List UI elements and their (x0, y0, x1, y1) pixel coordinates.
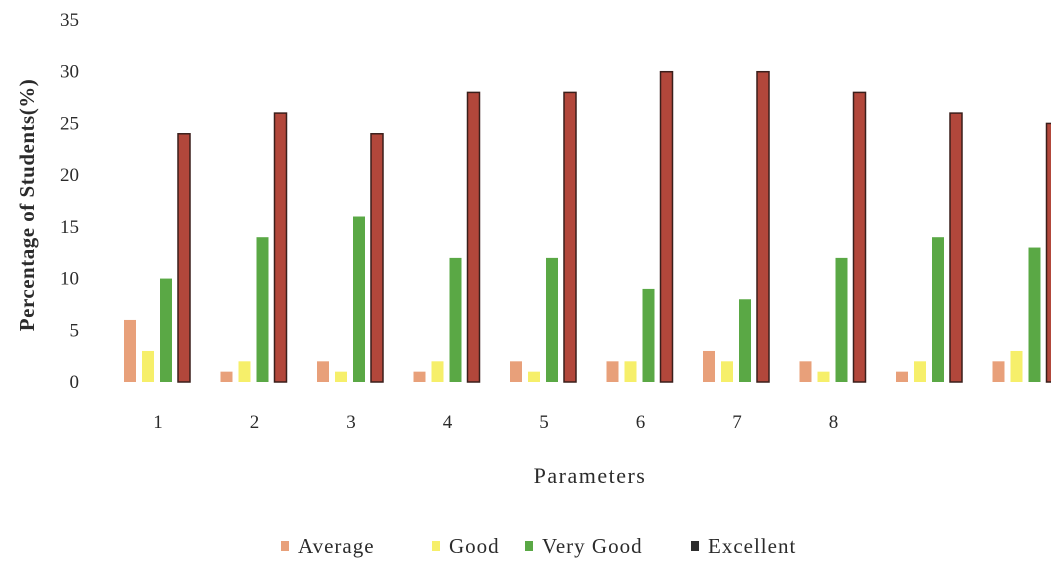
bar-average (992, 361, 1005, 382)
bar-very-good (835, 257, 848, 382)
bar-very-good (739, 299, 751, 382)
x-tick-label: 5 (539, 412, 549, 433)
bar-excellent (949, 112, 963, 383)
bar-good (1010, 350, 1023, 382)
legend-label: Very Good (542, 534, 643, 558)
bar-very-good (1028, 247, 1041, 382)
x-axis-label: Parameters (534, 463, 647, 488)
y-tick-label: 15 (60, 217, 79, 238)
bar-good (142, 350, 154, 382)
y-tick-label: 30 (60, 62, 79, 83)
y-axis-label: Percentage of Students(%) (15, 79, 39, 331)
bar-excellent (177, 133, 191, 383)
bar-good (335, 371, 347, 382)
legend-label: Average (298, 534, 375, 558)
legend-swatch-excellent (691, 541, 699, 551)
x-axis-ticks: 1 2 3 4 5 6 7 8 (153, 412, 838, 433)
bar-very-good (256, 237, 269, 382)
x-tick-label: 7 (732, 412, 742, 433)
bar-average (220, 371, 233, 382)
y-tick-label: 35 (60, 10, 79, 31)
y-tick-label: 10 (60, 269, 79, 290)
x-tick-label: 6 (636, 412, 646, 433)
bar-excellent (563, 91, 577, 383)
bar-very-good (932, 237, 944, 382)
bar-good (721, 361, 733, 382)
x-tick-label: 1 (153, 412, 163, 433)
legend-swatch-average (281, 541, 289, 551)
bar-average (606, 361, 619, 382)
bar-average (799, 361, 812, 382)
bar-excellent (1045, 122, 1051, 383)
legend-swatch-very-good (525, 541, 533, 551)
bar-good (431, 361, 444, 382)
bar-average (124, 319, 136, 382)
bar-excellent (370, 133, 384, 383)
bar-average (317, 361, 329, 382)
legend-swatch-good (432, 541, 440, 551)
bar-good (238, 361, 251, 382)
bar-good (914, 361, 926, 382)
bar-excellent (756, 70, 770, 383)
bars-group (124, 70, 1051, 383)
legend-label: Good (449, 534, 500, 558)
bar-excellent (273, 112, 288, 383)
bar-average (413, 371, 426, 382)
bar-average (510, 361, 522, 382)
bar-good (817, 371, 830, 382)
bar-very-good (546, 257, 558, 382)
bar-very-good (160, 278, 172, 382)
y-axis-ticks: 0 5 10 15 20 25 30 35 (60, 10, 79, 393)
x-tick-label: 4 (443, 412, 453, 433)
bar-average (896, 371, 908, 382)
y-tick-label: 5 (70, 320, 80, 341)
legend-label: Excellent (708, 534, 796, 558)
bar-excellent (852, 91, 867, 383)
bar-good (624, 361, 637, 382)
bar-very-good (642, 288, 655, 382)
y-tick-label: 25 (60, 113, 79, 134)
x-tick-label: 3 (346, 412, 356, 433)
bar-average (703, 350, 715, 382)
y-tick-label: 0 (70, 372, 80, 393)
bar-very-good (449, 257, 462, 382)
x-tick-label: 2 (250, 412, 260, 433)
x-tick-label: 8 (829, 412, 839, 433)
y-tick-label: 20 (60, 165, 79, 186)
bar-excellent (659, 70, 674, 383)
legend: Average Good Very Good Excellent (281, 534, 796, 558)
bar-very-good (353, 216, 365, 382)
bar-excellent (466, 91, 481, 383)
bar-good (528, 371, 540, 382)
